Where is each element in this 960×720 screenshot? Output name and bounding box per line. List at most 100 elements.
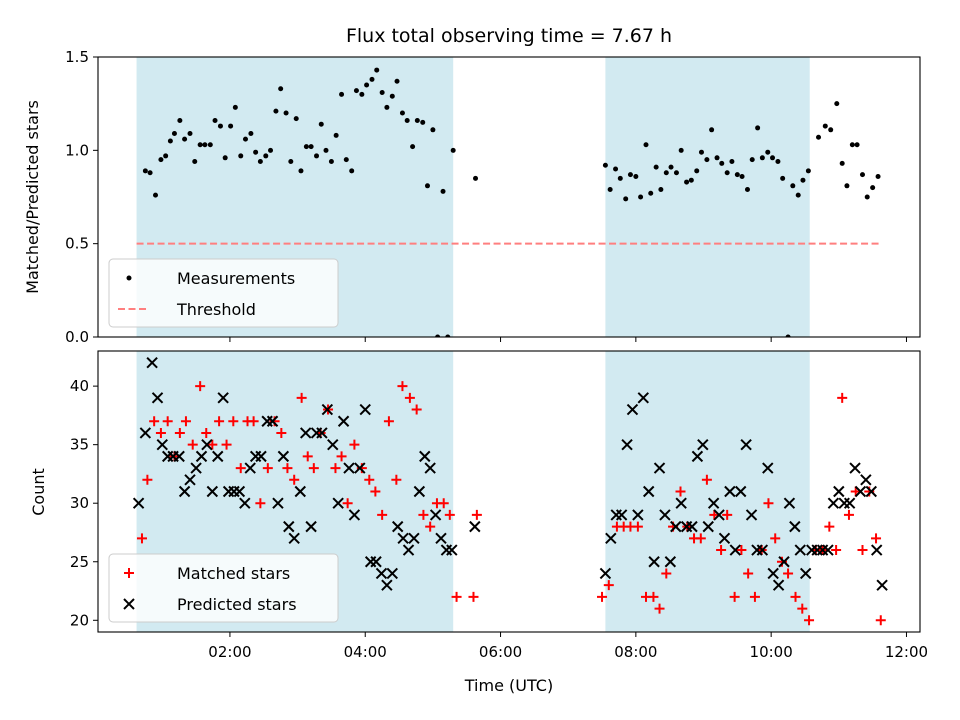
top-y-tick-label: 0.5 — [65, 235, 89, 253]
top-measurements-point — [278, 86, 284, 92]
top-measurements-point — [369, 76, 375, 82]
bottom-matched-stars-point — [411, 404, 422, 415]
top-measurements-point — [158, 157, 164, 163]
top-measurements-point — [668, 164, 674, 170]
top-measurements-point — [197, 142, 203, 148]
bottom-predicted-stars-point — [316, 427, 328, 439]
bottom-matched-stars-point — [276, 427, 287, 438]
top-measurements-point — [323, 147, 329, 153]
top-measurements-point — [834, 101, 840, 107]
bottom-predicted-stars-point — [332, 497, 344, 509]
top-measurements-point — [328, 159, 334, 165]
bottom-predicted-stars-point — [195, 450, 208, 463]
bottom-matched-stars-point — [729, 591, 740, 602]
top-legend-box — [108, 258, 339, 328]
chart-title: Flux total observing time = 7.67 h — [346, 25, 672, 47]
bottom-predicted-stars-point — [648, 556, 660, 568]
bottom-predicted-stars-point — [729, 544, 742, 556]
top-measurements-point — [232, 104, 238, 110]
bottom-matched-stars-point — [749, 591, 760, 602]
top-measurements-point — [420, 119, 426, 125]
bottom-y-axis-label: Count — [29, 468, 48, 516]
top-y-tick-label: 1.5 — [65, 48, 89, 66]
bottom-predicted-stars-point — [778, 556, 790, 568]
bottom-predicted-stars-point — [675, 497, 687, 509]
top-measurements-point — [404, 117, 410, 123]
top-measurements-point — [238, 153, 244, 159]
top-measurements-point — [759, 155, 765, 161]
top-measurements-point — [163, 153, 169, 159]
bottom-predicted-stars-point — [799, 567, 812, 580]
bottom-predicted-stars-point — [255, 450, 267, 463]
bottom-predicted-stars-point — [860, 474, 872, 486]
bottom-predicted-stars-point — [419, 450, 431, 463]
bottom-matched-stars-point — [603, 580, 614, 591]
top-measurements-point — [394, 78, 400, 84]
bottom-predicted-stars-point — [305, 520, 317, 533]
bottom-matched-stars-point — [843, 509, 854, 520]
top-measurements-point — [638, 194, 644, 200]
top-measurements-point — [684, 179, 690, 185]
top-measurements-point — [353, 88, 359, 94]
bottom-y-tick-label: 25 — [70, 553, 89, 571]
bottom-matched-stars-point — [404, 392, 415, 403]
bottom-predicted-stars-point — [244, 462, 256, 474]
bottom-matched-stars-point — [155, 427, 166, 438]
bottom-data-layer — [132, 357, 888, 626]
top-y-axis-label: Matched/Predicted stars — [23, 100, 42, 294]
bottom-matched-stars-point — [831, 545, 842, 556]
top-measurements-point — [795, 192, 801, 198]
bottom-predicted-stars-point — [327, 438, 339, 451]
bottom-matched-stars-point — [282, 463, 293, 474]
bottom-matched-stars-point — [235, 463, 246, 474]
top-measurements-point — [688, 177, 694, 183]
top-measurements-point — [410, 144, 416, 150]
top-measurements-point — [333, 132, 339, 138]
bottom-predicted-stars-point — [756, 544, 769, 556]
top-measurements-point — [167, 138, 173, 144]
top-measurements-point — [765, 149, 771, 155]
x-tick-label: 06:00 — [479, 643, 522, 661]
top-measurements-point — [844, 183, 850, 189]
top-measurements-point — [854, 142, 860, 148]
top-measurements-point — [602, 162, 608, 168]
bottom-matched-stars-point — [597, 591, 608, 602]
top-axes-frame — [97, 56, 921, 338]
bottom-matched-stars-point — [648, 591, 659, 602]
bottom-predicted-stars-point — [740, 438, 752, 451]
top-y-tick-label: 1.0 — [65, 141, 89, 159]
bottom-matched-stars-point — [248, 416, 259, 427]
top-measurements-point — [849, 142, 855, 148]
top-measurements-point — [242, 136, 248, 142]
bottom-matched-stars-point — [142, 474, 153, 485]
top-measurements-point — [308, 144, 314, 150]
bottom-matched-stars-point — [790, 591, 801, 602]
bottom-predicted-stars-point — [184, 474, 196, 486]
top-measurements-point — [780, 175, 786, 181]
top-measurements-point — [314, 153, 320, 159]
top-measurements-point — [253, 149, 259, 155]
bottom-matched-stars-point — [296, 392, 307, 403]
bottom-matched-stars-point — [262, 463, 273, 474]
bottom-predicted-stars-point — [849, 462, 861, 474]
top-measurements-point — [268, 147, 274, 153]
bottom-matched-stars-point — [471, 509, 482, 520]
bottom-predicted-stars-point — [621, 438, 633, 451]
bottom-predicted-stars-point — [233, 485, 246, 498]
bottom-predicted-stars-point — [212, 450, 224, 463]
top-legend-marker — [126, 275, 132, 281]
bottom-matched-stars-point — [149, 416, 160, 427]
bottom-matched-stars-point — [824, 521, 835, 532]
top-measurements-point — [473, 175, 479, 181]
bottom-predicted-stars-point — [664, 556, 677, 568]
bottom-predicted-stars-point — [429, 509, 442, 521]
bottom-predicted-stars-point — [615, 509, 628, 521]
bottom-legend-label: Matched stars — [177, 564, 290, 583]
bottom-matched-stars-point — [661, 568, 672, 579]
bottom-matched-stars-point — [207, 439, 218, 450]
bottom-predicted-stars-point — [876, 579, 888, 591]
bottom-matched-stars-point — [451, 591, 462, 602]
bottom-predicted-stars-point — [718, 532, 731, 545]
bottom-matched-stars-point — [763, 498, 774, 509]
